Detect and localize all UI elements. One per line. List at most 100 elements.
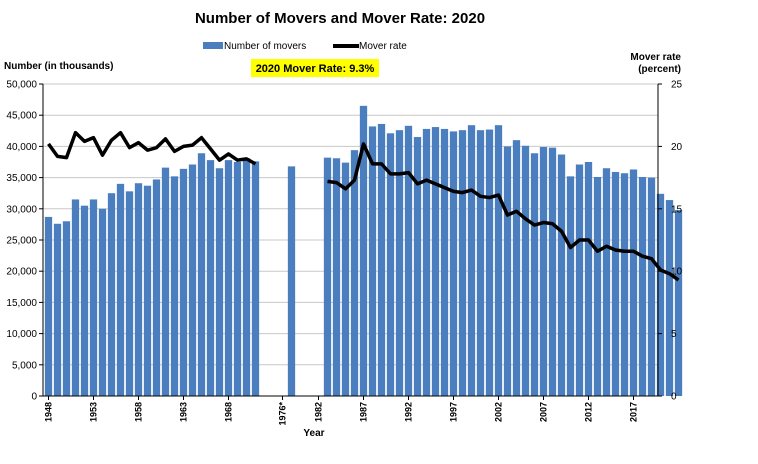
right-tick-label: 0 (671, 392, 677, 403)
bar (197, 153, 206, 396)
right-tick-label: 20 (671, 142, 683, 153)
bar (80, 205, 89, 396)
x-tick-label: 1963 (179, 402, 189, 422)
legend-line-label: Mover rate (359, 41, 407, 52)
x-tick-label: 2007 (539, 402, 549, 422)
annotation-box: 2020 Mover Rate: 9.3% (251, 59, 379, 77)
bar (413, 137, 422, 397)
bar (98, 208, 107, 396)
bar (404, 125, 413, 396)
bar (215, 168, 224, 396)
bar (53, 223, 62, 396)
bar-series (44, 105, 683, 397)
left-tick-label: 15,000 (6, 298, 37, 309)
bar (665, 200, 674, 396)
bar (71, 199, 80, 396)
right-axis-label-line2: (percent) (638, 64, 681, 75)
bar (674, 210, 683, 396)
bar (233, 162, 242, 396)
bar (422, 128, 431, 396)
left-tick-label: 45,000 (6, 111, 37, 122)
bar (521, 145, 530, 396)
left-axis-ticks: 0 5,000 10,000 15,000 20,000 25,000 30,000 35,0… (6, 80, 43, 403)
bar (287, 166, 296, 396)
bar (152, 179, 161, 396)
bar (476, 130, 485, 396)
x-tick-label: 2017 (629, 402, 639, 422)
bar (116, 183, 125, 396)
bar (566, 176, 575, 396)
x-axis-ticks: 1948 1953 1958 1963 1968 1976* 1982 1987 1992 199… (44, 396, 639, 426)
x-tick-label: 1953 (89, 402, 99, 422)
right-tick-label: 10 (671, 267, 683, 278)
x-tick-label: 1987 (359, 402, 369, 422)
left-tick-label: 5,000 (12, 360, 37, 371)
bar (620, 173, 629, 396)
bar (134, 183, 143, 396)
bar (503, 146, 512, 396)
annotation-text: 2020 Mover Rate: 9.3% (256, 63, 375, 75)
left-tick-label: 50,000 (6, 80, 37, 91)
x-tick-label: 1997 (449, 402, 459, 422)
legend-bars-swatch (203, 42, 223, 49)
legend: Number of movers Mover rate (203, 41, 407, 52)
bar (485, 129, 494, 397)
x-tick-label: 1982 (314, 402, 324, 422)
right-tick-label: 25 (671, 80, 683, 91)
bar (143, 185, 152, 396)
bar (386, 133, 395, 397)
bar (440, 128, 449, 396)
x-tick-label: 1976* (278, 402, 288, 426)
bar (584, 162, 593, 396)
bar (62, 221, 71, 396)
bar (539, 147, 548, 396)
bar (332, 158, 341, 396)
bar (602, 168, 611, 396)
x-tick-label: 2002 (494, 402, 504, 422)
bar (206, 160, 215, 396)
left-tick-label: 20,000 (6, 267, 37, 278)
bar (647, 177, 656, 396)
bar (224, 160, 233, 396)
x-tick-label: 1958 (134, 402, 144, 422)
x-tick-label: 1968 (224, 402, 234, 422)
bar (377, 123, 386, 396)
bar (179, 168, 188, 396)
rate-line-segment (47, 130, 257, 166)
bar (107, 193, 116, 396)
bar (368, 126, 377, 397)
right-axis-ticks: 0 5 10 15 20 25 (658, 80, 683, 403)
right-axis-label-line1: Mover rate (630, 52, 681, 63)
chart-title: Number of Movers and Mover Rate: 2020 (195, 10, 485, 27)
rate-line-series (47, 130, 680, 282)
bar (656, 193, 665, 396)
left-tick-label: 30,000 (6, 204, 37, 215)
bar (395, 130, 404, 396)
left-tick-label: 25,000 (6, 236, 37, 247)
bar (341, 162, 350, 396)
annotation-background (251, 59, 379, 77)
bar (170, 176, 179, 396)
x-axis-label: Year (303, 428, 324, 439)
right-tick-label: 15 (671, 204, 683, 215)
legend-bars-label: Number of movers (224, 41, 306, 52)
bar (530, 153, 539, 396)
bar (458, 130, 467, 396)
bar (494, 125, 503, 397)
x-tick-label: 1992 (404, 402, 414, 422)
bar (548, 147, 557, 396)
bar (188, 164, 197, 396)
bar (449, 131, 458, 397)
left-tick-label: 10,000 (6, 329, 37, 340)
bar (638, 176, 647, 396)
bar (161, 167, 170, 396)
rate-line-segment (327, 142, 680, 282)
bar (575, 164, 584, 396)
left-tick-label: 35,000 (6, 173, 37, 184)
bar (125, 191, 134, 396)
bar (557, 154, 566, 396)
bar (251, 161, 260, 396)
bar (242, 158, 251, 396)
left-axis-label: Number (in thousands) (4, 61, 113, 72)
